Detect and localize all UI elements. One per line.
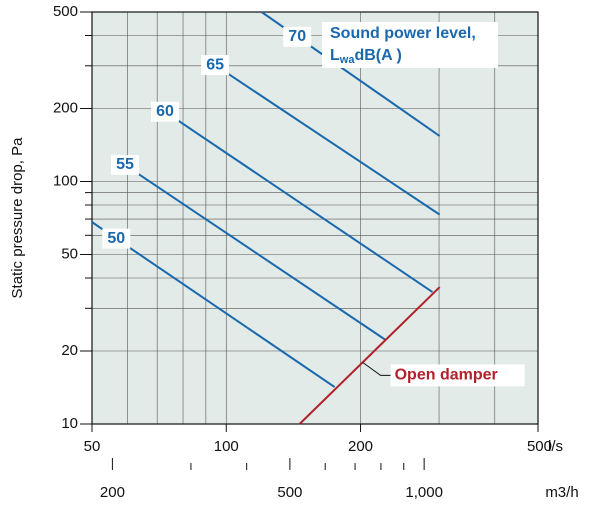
y-tick-label: 10	[61, 415, 78, 432]
sound-level-line	[91, 221, 336, 388]
y-tick-label: 50	[61, 245, 78, 262]
legend-part: dB(A )	[354, 47, 401, 64]
x2-tick-label: 500	[277, 484, 302, 501]
y-axis-label: Static pressure drop, Pa	[9, 137, 26, 299]
x2-tick-label: 200	[100, 484, 125, 501]
x-tick-label: 50	[84, 438, 101, 455]
sound-level-line	[164, 110, 434, 293]
plot-background	[92, 12, 538, 424]
x2-axis-label: m3/h	[545, 484, 578, 501]
x-tick-label: 200	[348, 438, 373, 455]
series-label: 60	[156, 103, 174, 120]
series-label: 70	[288, 28, 306, 45]
series-label: 55	[116, 156, 134, 173]
legend-background	[322, 22, 498, 68]
legend-part: L	[330, 47, 340, 64]
y-tick-label: 200	[53, 99, 78, 116]
series-label: 50	[107, 230, 125, 247]
damper-label: Open damper	[395, 367, 498, 384]
label-background	[283, 26, 312, 47]
legend-title: LwadB(A )	[330, 47, 402, 66]
legend-title: Sound power level,	[330, 25, 476, 42]
label-background	[102, 228, 131, 249]
label-background	[201, 55, 230, 76]
y-tick-label: 500	[53, 3, 78, 20]
series-label: 65	[206, 56, 224, 73]
x-tick-label: 100	[214, 438, 239, 455]
leader-line	[362, 361, 391, 376]
y-tick-label: 100	[53, 172, 78, 189]
x-axis-label: l/s	[548, 438, 563, 455]
label-background	[111, 154, 140, 175]
sound-level-line	[214, 64, 441, 216]
legend-part: wa	[339, 54, 356, 66]
y-tick-label: 20	[61, 342, 78, 359]
x-tick-label: 500	[527, 438, 552, 455]
sound-level-line	[124, 164, 386, 341]
x2-tick-label: 1,000	[405, 484, 443, 501]
plot-border	[91, 11, 539, 425]
label-background	[151, 101, 180, 122]
label-background	[390, 364, 525, 387]
damper-line	[298, 286, 441, 425]
